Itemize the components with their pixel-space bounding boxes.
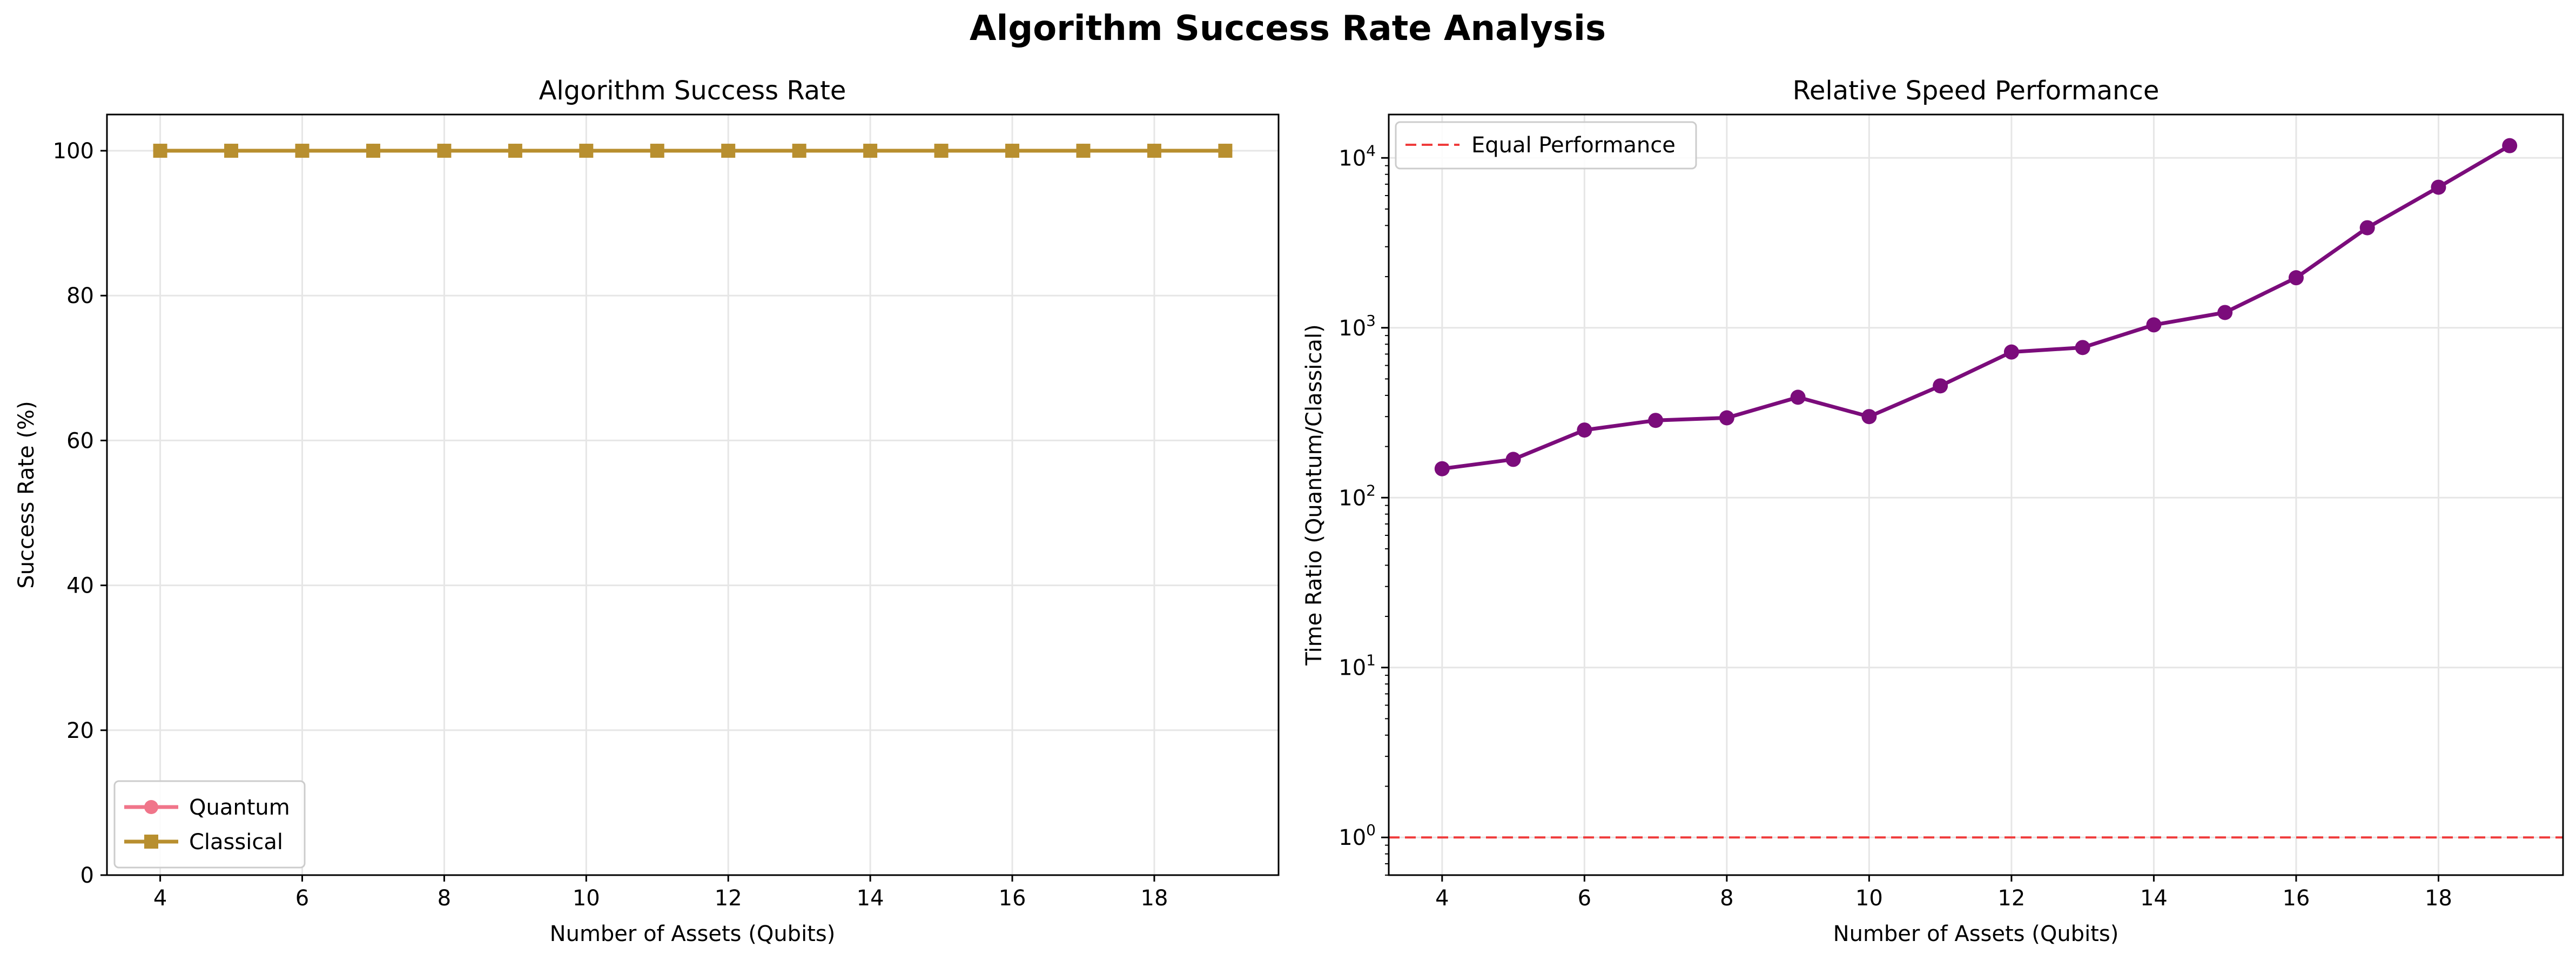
series-line-time-ratio <box>1442 144 2511 471</box>
right-y-tick-label: 101 <box>1339 651 1376 681</box>
right-x-tick-label: 12 <box>1997 886 2025 911</box>
success-rate-chart: 4 6 8 10 12 14 16 18 0 20 40 60 80 100 Algorithm Succ… <box>14 76 1280 946</box>
left-x-tick-label: 8 <box>438 886 451 911</box>
data-point-time-ratio <box>2146 317 2162 333</box>
left-axis-ticks: 4 6 8 10 12 14 16 18 0 20 40 60 80 100 <box>53 139 1168 911</box>
data-point-time-ratio <box>2502 138 2518 153</box>
data-point-classical <box>295 144 310 158</box>
data-point-time-ratio <box>1505 452 1521 467</box>
right-y-tick-label: 100 <box>1339 821 1376 850</box>
left-x-tick-label: 12 <box>715 886 742 911</box>
left-y-tick-label: 40 <box>66 574 94 599</box>
right-x-tick-label: 8 <box>1720 886 1733 911</box>
legend-classical-marker <box>144 835 158 849</box>
right-gridlines <box>1389 115 2563 875</box>
data-point-classical <box>437 144 452 158</box>
left-y-axis-label: Success Rate (%) <box>14 401 39 588</box>
right-legend-box <box>1395 121 1697 170</box>
speed-performance-chart: 4 6 8 10 12 14 16 18 100 101 102 103 104 Relative Sp… <box>1302 76 2564 946</box>
left-x-tick-label: 18 <box>1141 886 1168 911</box>
data-point-time-ratio <box>1434 461 1450 476</box>
left-legend-box <box>113 780 306 869</box>
right-y-tick-label: 104 <box>1339 142 1376 171</box>
left-chart-title: Algorithm Success Rate <box>539 76 846 106</box>
data-point-classical <box>366 144 380 158</box>
right-series-markers <box>1434 138 2518 476</box>
left-gridlines <box>107 115 1279 876</box>
data-point-classical <box>1005 144 1020 158</box>
legend-quantum-marker <box>144 800 158 814</box>
left-series-markers <box>153 144 1233 158</box>
left-y-tick-label: 60 <box>66 428 94 453</box>
data-point-time-ratio <box>2075 340 2090 355</box>
data-point-classical <box>1147 144 1161 158</box>
data-point-time-ratio <box>2288 270 2304 286</box>
data-point-classical <box>224 144 239 158</box>
right-x-tick-label: 6 <box>1578 886 1591 911</box>
figure-suptitle: Algorithm Success Rate Analysis <box>970 9 1606 49</box>
right-x-tick-label: 4 <box>1435 886 1449 911</box>
right-y-tick-label: 103 <box>1339 312 1376 341</box>
data-point-time-ratio <box>2431 179 2446 195</box>
data-point-classical <box>508 144 522 158</box>
data-point-time-ratio <box>1577 422 1592 438</box>
right-axis-ticks: 4 6 8 10 12 14 16 18 100 101 102 103 104 <box>1339 142 2452 911</box>
data-point-time-ratio <box>1790 389 1806 405</box>
right-series-lines <box>1442 144 2511 471</box>
left-legend: Quantum Classical <box>113 780 306 869</box>
data-point-time-ratio <box>1648 413 1664 428</box>
data-point-classical <box>1076 144 1091 158</box>
left-y-tick-label: 0 <box>80 863 94 888</box>
left-x-tick-label: 6 <box>295 886 309 911</box>
data-point-time-ratio <box>2217 305 2233 320</box>
data-point-classical <box>1218 144 1233 158</box>
data-point-classical <box>650 144 664 158</box>
left-y-tick-label: 100 <box>53 139 94 164</box>
data-point-time-ratio <box>2003 344 2019 360</box>
right-x-tick-label: 16 <box>2282 886 2310 911</box>
right-plot-frame <box>1388 113 2564 876</box>
data-point-classical <box>934 144 949 158</box>
left-x-tick-label: 14 <box>857 886 884 911</box>
left-x-tick-label: 4 <box>153 886 167 911</box>
data-point-classical <box>153 144 167 158</box>
legend-equal-performance-label: Equal Performance <box>1471 133 1676 158</box>
data-point-time-ratio <box>1719 410 1734 426</box>
data-point-classical <box>863 144 878 158</box>
right-x-tick-label: 14 <box>2140 886 2168 911</box>
left-x-axis-label: Number of Assets (Qubits) <box>550 922 836 946</box>
right-x-tick-label: 18 <box>2425 886 2452 911</box>
left-y-tick-label: 20 <box>66 718 94 743</box>
data-point-time-ratio <box>1933 378 1948 394</box>
data-point-classical <box>721 144 736 158</box>
data-point-time-ratio <box>1861 409 1877 425</box>
right-legend: Equal Performance <box>1395 121 1697 170</box>
data-point-classical <box>792 144 806 158</box>
right-x-axis-label: Number of Assets (Qubits) <box>1833 922 2119 946</box>
left-y-tick-label: 80 <box>66 284 94 308</box>
data-point-classical <box>579 144 594 158</box>
left-plot-frame <box>106 113 1280 876</box>
data-point-time-ratio <box>2359 220 2375 236</box>
legend-quantum-label: Quantum <box>189 795 290 820</box>
left-x-tick-label: 16 <box>999 886 1026 911</box>
left-x-tick-label: 10 <box>573 886 600 911</box>
right-chart-title: Relative Speed Performance <box>1793 76 2160 106</box>
right-y-tick-label: 102 <box>1339 481 1376 510</box>
right-y-axis-label: Time Ratio (Quantum/Classical) <box>1302 324 1327 666</box>
right-x-tick-label: 10 <box>1855 886 1883 911</box>
legend-classical-label: Classical <box>189 830 283 855</box>
